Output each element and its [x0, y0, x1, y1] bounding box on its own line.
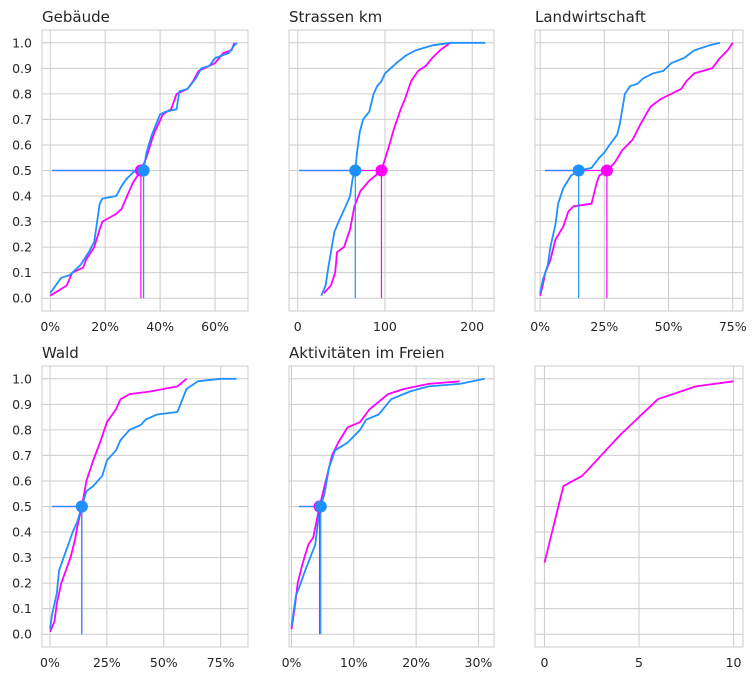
y-tick-label: 0.1 — [12, 601, 32, 616]
series-line-1 — [49, 378, 188, 633]
x-tick-label: 0% — [40, 655, 60, 670]
subplot-title: Landwirtschaft — [535, 8, 646, 26]
y-tick-label: 0.0 — [12, 627, 32, 642]
subplot-5: 0% 10% 20% 30% Aktivitäten im Freien — [282, 344, 495, 670]
subplot-title: Wald — [42, 344, 79, 362]
median-point-2 — [314, 500, 327, 513]
x-tick-label: 40% — [146, 319, 174, 334]
median-point-2 — [572, 164, 585, 177]
y-tick-label: 0.6 — [12, 137, 32, 152]
median-point-1 — [600, 164, 613, 177]
x-tick-label: 0 — [294, 319, 302, 334]
plot-frame — [534, 29, 744, 312]
x-tick-label: 0 — [540, 655, 548, 670]
x-tick-label: 25% — [590, 319, 618, 334]
x-tick-label: 0% — [282, 655, 302, 670]
x-tick-label: 25% — [93, 655, 121, 670]
series-line-2 — [320, 41, 486, 297]
series-line-1 — [543, 380, 734, 563]
series-line-2 — [49, 42, 238, 294]
x-tick-label: 200 — [460, 319, 484, 334]
series-line-1 — [539, 42, 734, 296]
plot-frame — [534, 365, 744, 648]
plot-frame — [41, 365, 249, 648]
x-tick-label: 20% — [91, 319, 119, 334]
subplot-2: 0 100 200 Strassen km — [288, 8, 495, 334]
median-point-2 — [137, 164, 150, 177]
series-line-1 — [323, 42, 451, 294]
x-tick-label: 60% — [201, 319, 229, 334]
y-tick-label: 0.8 — [12, 86, 32, 101]
plot-frame — [288, 29, 495, 312]
y-tick-label: 0.0 — [12, 291, 32, 306]
x-tick-label: 5 — [635, 655, 643, 670]
x-tick-label: 10% — [340, 655, 368, 670]
y-tick-label: 0.9 — [12, 61, 32, 76]
series-line-2 — [539, 41, 721, 294]
y-tick-label: 1.0 — [12, 35, 32, 50]
x-tick-label: 50% — [150, 655, 178, 670]
series-line-2 — [49, 377, 237, 630]
x-tick-label: 20% — [402, 655, 430, 670]
series-line-1 — [290, 380, 460, 630]
y-tick-label: 0.6 — [12, 473, 32, 488]
x-tick-label: 0% — [530, 319, 550, 334]
y-tick-label: 0.9 — [12, 397, 32, 412]
y-tick-label: 0.4 — [12, 189, 32, 204]
subplot-4: 0% 25% 50% 75% 0.0 0.1 0.2 0.3 0.4 0.5 0.6 0.7 0.8 0.… — [12, 344, 249, 670]
y-tick-label: 0.3 — [12, 550, 32, 565]
x-tick-label: 100 — [373, 319, 397, 334]
plot-frame — [41, 29, 249, 312]
plot-frame — [288, 365, 495, 648]
median-point-1 — [375, 164, 388, 177]
y-tick-label: 0.2 — [12, 576, 32, 591]
series-line-2 — [290, 377, 485, 627]
y-tick-label: 0.3 — [12, 214, 32, 229]
y-tick-label: 0.7 — [12, 112, 32, 127]
y-tick-label: 1.0 — [12, 371, 32, 386]
x-tick-label: 10 — [726, 655, 742, 670]
x-tick-label: 30% — [465, 655, 493, 670]
x-tick-label: 75% — [719, 319, 747, 334]
y-tick-label: 0.5 — [12, 499, 32, 514]
subplot-title: Strassen km — [289, 8, 382, 26]
subplot-3: 0% 25% 50% 75% Landwirtschaft — [530, 8, 747, 334]
y-tick-label: 0.5 — [12, 163, 32, 178]
subplot-6: 0 5 10 — [534, 365, 744, 670]
median-point-2 — [75, 500, 88, 513]
y-tick-label: 0.7 — [12, 448, 32, 463]
y-tick-label: 0.2 — [12, 240, 32, 255]
x-tick-label: 50% — [655, 319, 683, 334]
subplot-title: Gebäude — [42, 8, 110, 26]
y-tick-label: 0.8 — [12, 422, 32, 437]
subplot-title: Aktivitäten im Freien — [289, 344, 445, 362]
median-point-2 — [349, 164, 362, 177]
subplot-1: 0% 20% 40% 60% 0.0 0.1 0.2 0.3 0.4 0.5 0.6 0.7 0.8 0.… — [12, 8, 249, 334]
y-tick-label: 0.4 — [12, 525, 32, 540]
y-tick-label: 0.1 — [12, 265, 32, 280]
x-tick-label: 0% — [40, 319, 60, 334]
x-tick-label: 75% — [207, 655, 235, 670]
